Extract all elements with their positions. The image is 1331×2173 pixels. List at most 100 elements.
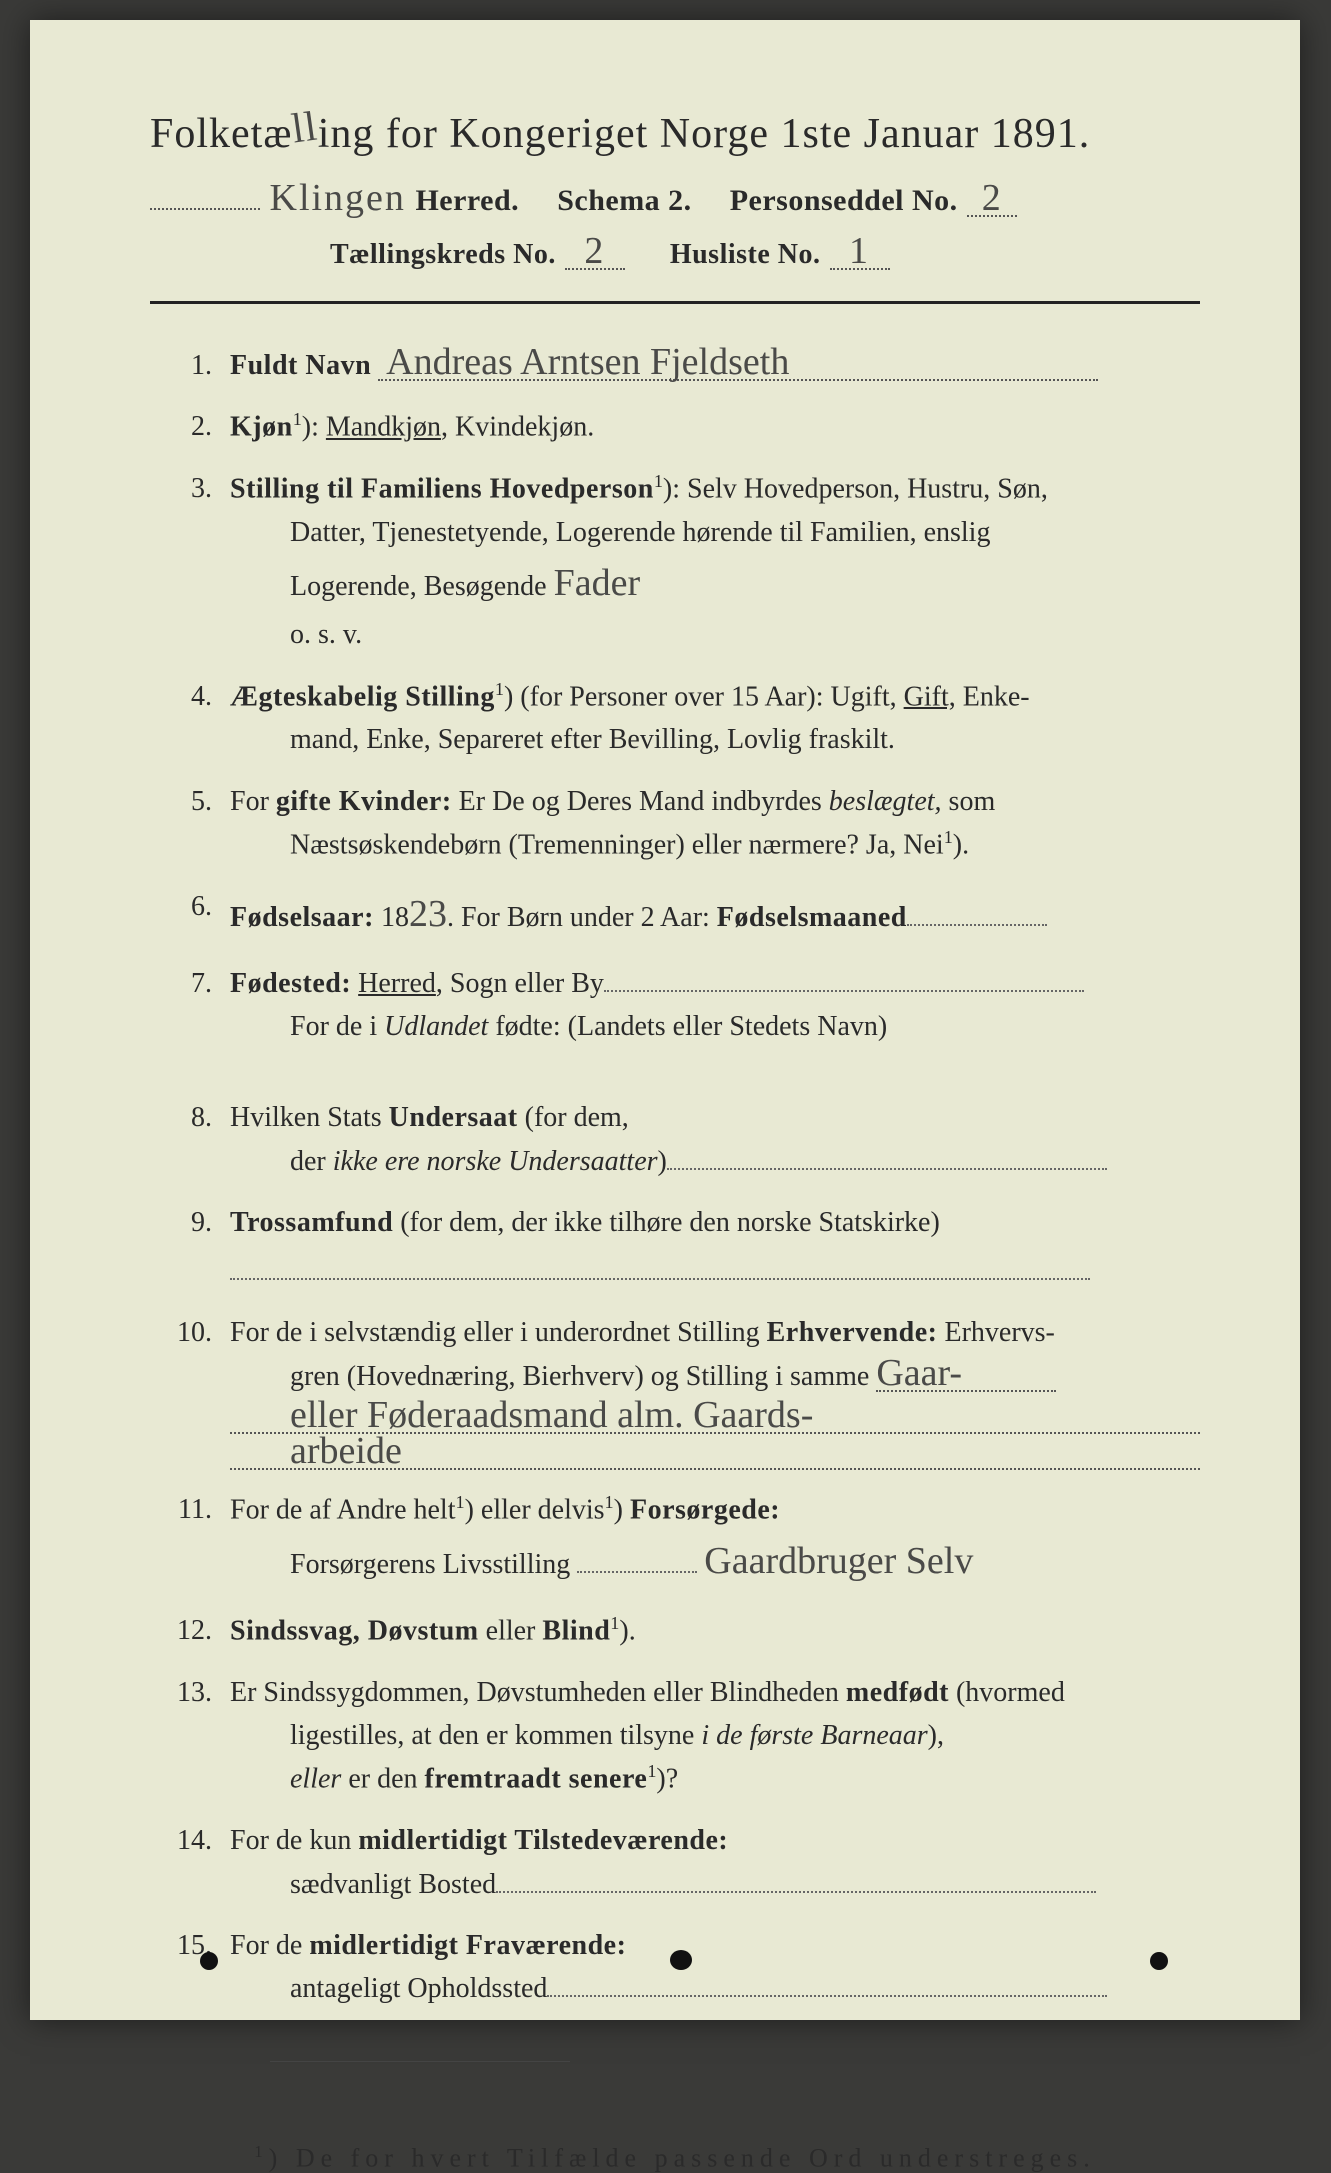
q6-year: 23 (409, 885, 447, 944)
q6-pre18: 18 (374, 902, 409, 933)
q13-line2a: ligestilles, at den er kommen tilsyne (290, 1720, 701, 1751)
q9-label: Trossamfund (230, 1207, 393, 1238)
q8-line2: der (290, 1146, 333, 1177)
q4-gift: Gift, (904, 681, 956, 712)
header-line-3: Tællingskreds No. 2 Husliste No. 1 (150, 234, 1200, 271)
q5-line2-wrap: Næstsøskendebørn (Tremenninger) eller næ… (230, 823, 1200, 867)
q9-rest: (for dem, der ikke tilhøre den norske St… (393, 1207, 940, 1238)
dots (150, 208, 260, 210)
punch-hole-icon (200, 1952, 218, 1970)
header-line-2: Klingen Herred. Schema 2. Personseddel N… (150, 176, 1200, 220)
q13-line3b: er den (341, 1764, 424, 1795)
q13-line3-wrap: eller er den fremtraadt senere1)? (230, 1757, 1200, 1801)
q13-end: )? (656, 1764, 678, 1795)
q3-sup: 1 (654, 471, 663, 491)
q15-fill (547, 1972, 1107, 1997)
q4-rest2: Enke- (956, 681, 1030, 712)
q5-num: 5. (170, 780, 230, 823)
q3-label: Stilling til Familiens Hovedperson (230, 473, 654, 504)
q10-rest: Erhvervs- (937, 1317, 1054, 1348)
form-body: 1. Fuldt Navn Andreas Arntsen Fjeldseth … (150, 344, 1200, 2011)
q13-label2: fremtraadt senere (425, 1764, 648, 1795)
q13-pre: Er Sindssygdommen, Døvstumheden eller Bl… (230, 1677, 846, 1708)
q2-opt1: Mandkjøn (326, 412, 441, 443)
q13-line2-wrap: ligestilles, at den er kommen tilsyne i … (230, 1714, 1200, 1757)
q12-sup: 1 (610, 1613, 619, 1633)
q11-mid: ) eller delvis (465, 1495, 605, 1526)
q6-fill (907, 901, 1047, 926)
footnote-text: ) De for hvert Tilfælde passende Ord und… (269, 2143, 1096, 2172)
question-4: 4. Ægteskabelig Stilling1) (for Personer… (170, 675, 1200, 762)
q9-num: 9. (170, 1201, 230, 1244)
q10-pre: For de i selvstændig eller i underordnet… (230, 1317, 767, 1348)
q4-line2: mand, Enke, Separeret efter Bevilling, L… (230, 718, 1200, 761)
person-label: Personseddel No. (730, 184, 958, 217)
q2-sup: 1 (293, 409, 302, 429)
q14-pre: For de kun (230, 1825, 358, 1856)
q13-line2b: ), (928, 1720, 944, 1751)
q3-rest: ): Selv Hovedperson, Hustru, Søn, (663, 473, 1048, 504)
question-11: 11. For de af Andre helt1) eller delvis1… (170, 1488, 1200, 1591)
q7-num: 7. (170, 962, 230, 1005)
q10-hw3: arbeide (230, 1434, 1200, 1470)
q10-line2a: gren (Hovednæring, Bierhverv) og Stillin… (290, 1361, 876, 1392)
q7-line2b: fødte: (Landets eller Stedets Navn) (488, 1011, 887, 1042)
q9-fill (230, 1255, 1090, 1280)
spacer (170, 1066, 1200, 1096)
q10-hw2: eller Føderaadsmand alm. Gaards- (230, 1398, 1200, 1434)
kreds-no: 2 (584, 234, 605, 268)
q11-fill (577, 1548, 697, 1573)
q6-label2: Fødselsmaaned (717, 902, 907, 933)
footnote-rule (270, 2061, 570, 2062)
question-8: 8. Hvilken Stats Undersaat (for dem, der… (170, 1096, 1200, 1183)
question-12: 12. Sindssvag, Døvstum eller Blind1). (170, 1609, 1200, 1653)
q12-num: 12. (170, 1609, 230, 1652)
q7-udl: Udlandet (384, 1011, 488, 1042)
q1-label: Fuldt Navn (230, 350, 371, 381)
q10-label: Erhvervende: (767, 1317, 938, 1348)
q8-rest: (for dem, (518, 1102, 629, 1133)
census-form-page: Folketælling for Kongeriget Norge 1ste J… (30, 20, 1300, 2020)
q13-line3a: eller (290, 1764, 341, 1795)
q5-sup: 1 (944, 827, 953, 847)
question-9: 9. Trossamfund (for dem, der ikke tilhør… (170, 1201, 1200, 1293)
title-suffix: ing for Kongeriget Norge 1ste Januar 189… (318, 111, 1091, 157)
q4-sup: 1 (495, 679, 504, 699)
q3-line3a: Logerende, Besøgende (290, 571, 554, 602)
question-13: 13. Er Sindssygdommen, Døvstumheden elle… (170, 1671, 1200, 1802)
question-14: 14. For de kun midlertidigt Tilstedevære… (170, 1819, 1200, 1906)
q11-label: Forsørgede: (630, 1495, 780, 1526)
q12-rest: eller (479, 1615, 543, 1646)
q10-num: 10. (170, 1311, 230, 1354)
title-prefix: Folketæ (150, 111, 292, 157)
question-3: 3. Stilling til Familiens Hovedperson1):… (170, 467, 1200, 656)
q13-label: medfødt (846, 1677, 949, 1708)
q12-label: Sindssvag, Døvstum (230, 1615, 479, 1646)
q11-pre: For de af Andre helt (230, 1495, 456, 1526)
q14-num: 14. (170, 1819, 230, 1862)
q2-label: Kjøn (230, 412, 293, 443)
q10-hw1: Gaar- (876, 1356, 1056, 1392)
q6-num: 6. (170, 885, 230, 928)
question-1: 1. Fuldt Navn Andreas Arntsen Fjeldseth (170, 344, 1200, 387)
q11-num: 11. (170, 1488, 230, 1531)
q8-pre: Hvilken Stats (230, 1102, 389, 1133)
q5-line2: Næstsøskendebørn (Tremenninger) eller næ… (290, 829, 944, 860)
q15-line2-wrap: antageligt Opholdssted (230, 1967, 1200, 2010)
q2-num: 2. (170, 405, 230, 448)
kreds-no-field: 2 (565, 234, 625, 270)
q14-fill (496, 1867, 1096, 1892)
q13-ital: i de første Barneaar (701, 1720, 927, 1751)
q4-label: Ægteskabelig Stilling (230, 681, 495, 712)
q8-label: Undersaat (389, 1102, 518, 1133)
footnote-sup: 1 (254, 2142, 268, 2161)
q11-line2: Forsørgerens Livsstilling (290, 1549, 570, 1580)
q15-pre: For de (230, 1930, 309, 1961)
q7-fill (604, 966, 1084, 991)
q12-end: ). (619, 1615, 635, 1646)
question-10: 10. For de i selvstændig eller i underor… (170, 1311, 1200, 1470)
q11-mid2: ) (614, 1495, 630, 1526)
q11-sup2: 1 (605, 1492, 614, 1512)
person-no: 2 (982, 181, 1003, 215)
q8-fill (667, 1145, 1107, 1170)
